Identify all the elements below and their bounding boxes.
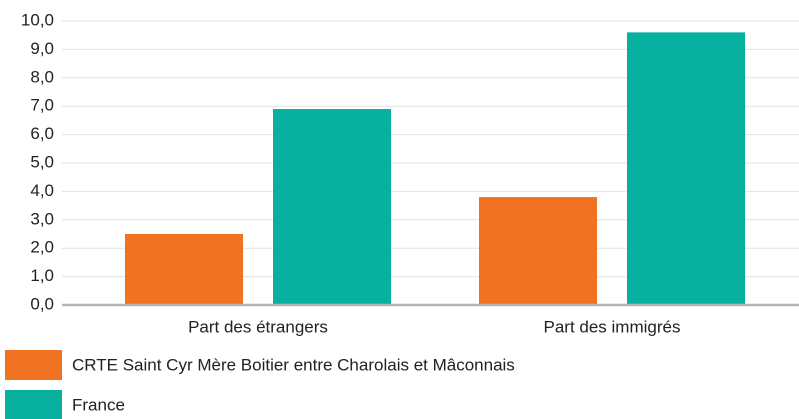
- bar: [627, 32, 745, 306]
- legend-swatch: [5, 390, 62, 419]
- y-tick-label: 7,0: [30, 96, 54, 115]
- y-tick-label: 9,0: [30, 39, 54, 58]
- legend-label: CRTE Saint Cyr Mère Boitier entre Charol…: [72, 355, 515, 374]
- y-tick-label: 3,0: [30, 209, 54, 228]
- x-tick-label: Part des étrangers: [188, 317, 328, 336]
- y-tick-label: 2,0: [30, 238, 54, 257]
- legend-label: France: [72, 395, 125, 414]
- bar: [273, 109, 391, 305]
- bar: [125, 234, 243, 305]
- y-tick-label: 5,0: [30, 152, 54, 171]
- bar: [479, 197, 597, 305]
- y-tick-label: 1,0: [30, 266, 54, 285]
- legend-swatch: [5, 350, 62, 380]
- y-tick-label: 0,0: [30, 294, 54, 313]
- y-tick-label: 4,0: [30, 181, 54, 200]
- y-tick-label: 10,0: [21, 10, 54, 29]
- x-tick-label: Part des immigrés: [544, 317, 681, 336]
- y-tick-label: 6,0: [30, 124, 54, 143]
- y-tick-label: 8,0: [30, 67, 54, 86]
